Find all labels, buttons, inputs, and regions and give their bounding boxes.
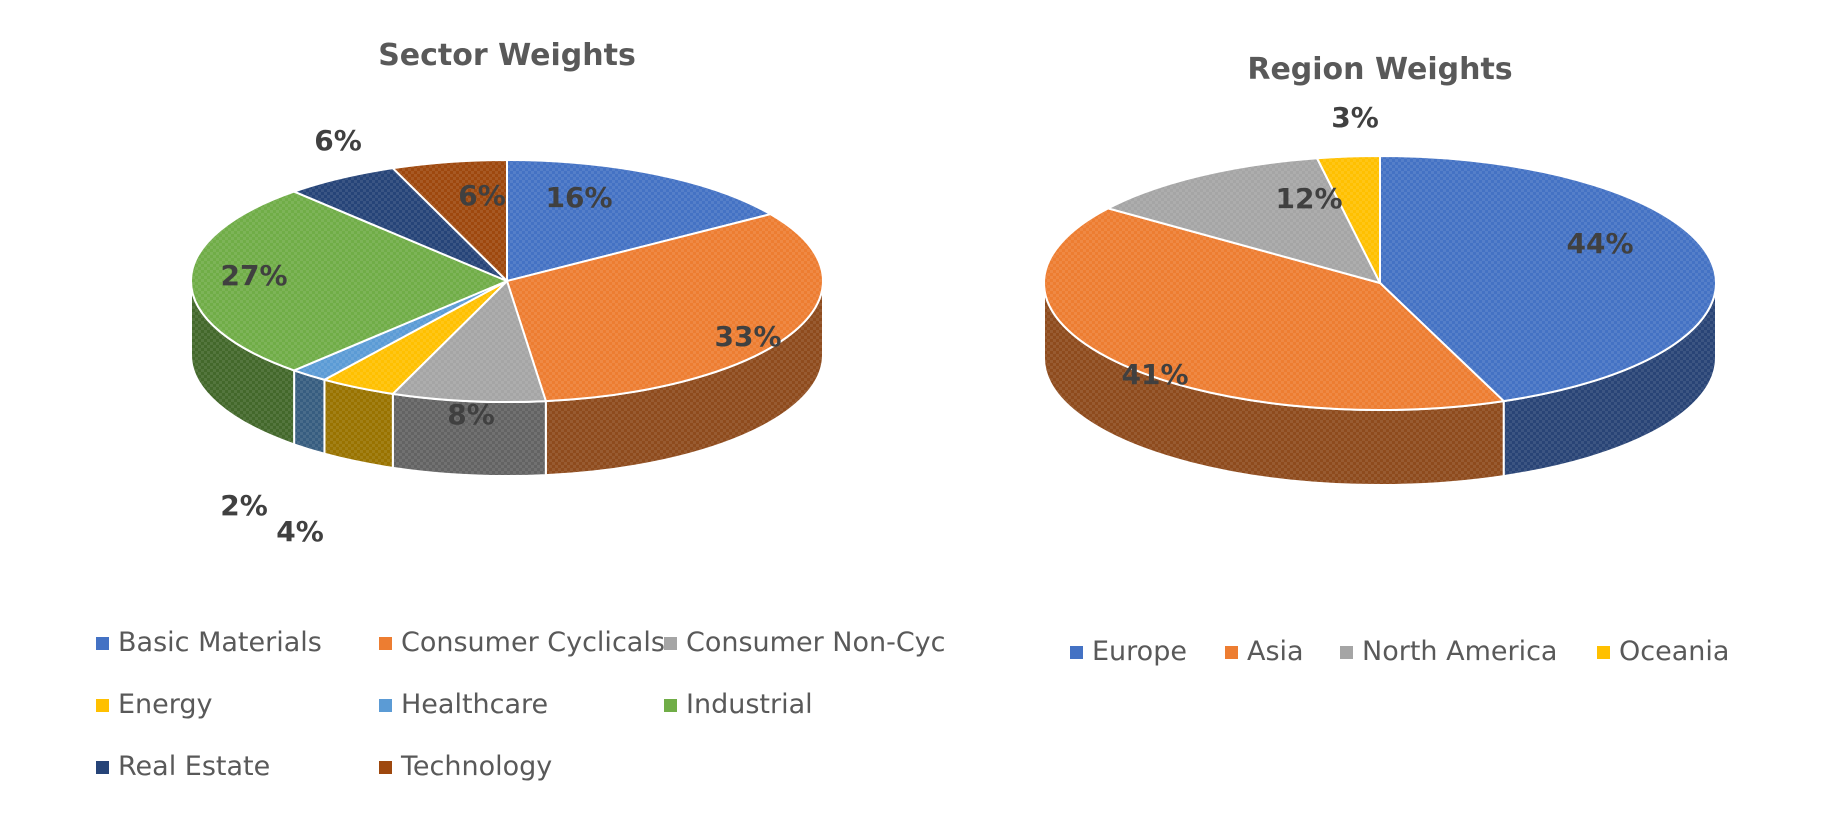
data-label-basic-materials: 16% [545, 181, 612, 214]
side-texture-energy [324, 379, 393, 468]
legend-swatch [96, 699, 109, 712]
legend-label: Europe [1092, 636, 1187, 667]
chart-title: Sector Weights [378, 38, 636, 73]
legend-item-consumer-cyclicals[interactable]: Consumer Cyclicals [379, 627, 665, 658]
legend-swatch [379, 761, 392, 774]
legend-item-asia[interactable]: Asia [1225, 636, 1304, 667]
legend-swatch [1340, 646, 1353, 659]
legend-label: Oceania [1619, 636, 1729, 667]
side-texture-consumer-non-cyc [392, 393, 546, 476]
legend-item-industrial[interactable]: Industrial [664, 689, 813, 720]
legend-item-healthcare[interactable]: Healthcare [379, 689, 548, 720]
legend-label: Consumer Non-Cyc [686, 627, 946, 658]
legend-item-basic-materials[interactable]: Basic Materials [96, 627, 322, 658]
legend-label: Industrial [686, 689, 813, 720]
data-label-technology: 6% [458, 179, 506, 212]
legend-label: Technology [400, 751, 552, 782]
legend-swatch [379, 699, 392, 712]
data-label-oceania: 3% [1331, 101, 1379, 134]
region-weights-chart: Region Weights 44% 41% 12% 3% Europe Asia North… [1043, 52, 1729, 667]
legend-swatch [96, 761, 109, 774]
legend: Basic Materials Consumer Cyclicals Consume… [96, 627, 946, 782]
legend-swatch [1225, 646, 1238, 659]
legend-label: Asia [1247, 636, 1304, 667]
data-label-real-estate: 6% [314, 124, 362, 157]
legend-label: North America [1362, 636, 1557, 667]
legend-label: Basic Materials [118, 627, 322, 658]
legend-label: Real Estate [118, 751, 270, 782]
data-label-asia: 41% [1121, 358, 1188, 391]
legend-label: Energy [118, 689, 213, 720]
data-label-consumer-cyclicals: 33% [714, 320, 781, 353]
pie-side-walls [190, 280, 824, 477]
legend-label: Healthcare [401, 689, 548, 720]
legend-item-north-america[interactable]: North America [1340, 636, 1557, 667]
legend-item-energy[interactable]: Energy [96, 689, 213, 720]
legend-item-europe[interactable]: Europe [1070, 636, 1187, 667]
legend-swatch [1070, 646, 1083, 659]
legend-swatch [664, 637, 677, 650]
data-label-industrial: 27% [220, 259, 287, 292]
legend-item-real-estate[interactable]: Real Estate [96, 751, 270, 782]
chart-title: Region Weights [1247, 52, 1512, 87]
side-texture-consumer-cyclicals [545, 281, 823, 476]
legend-item-consumer-non-cyc[interactable]: Consumer Non-Cyc [664, 627, 946, 658]
data-label-healthcare: 2% [220, 489, 268, 522]
data-label-north-america: 12% [1275, 182, 1342, 215]
sector-weights-chart: Sector Weights 16% 33% 8% 4%2% 27% 6% 6% Basic M… [96, 38, 946, 782]
data-label-energy: 4% [276, 515, 324, 548]
legend-swatch [1597, 646, 1610, 659]
side-texture-asia [1044, 283, 1504, 485]
legend-swatch [96, 637, 109, 650]
side-texture-healthcare [294, 370, 325, 454]
data-label-consumer-non-cyc: 8% [447, 398, 495, 431]
legend-swatch [379, 637, 392, 650]
legend-item-technology[interactable]: Technology [379, 751, 552, 782]
legend-label: Consumer Cyclicals [401, 627, 665, 658]
legend-swatch [664, 699, 677, 712]
legend-item-oceania[interactable]: Oceania [1597, 636, 1729, 667]
data-label-europe: 44% [1566, 227, 1633, 260]
legend: Europe Asia North America Oceania [1070, 636, 1729, 667]
